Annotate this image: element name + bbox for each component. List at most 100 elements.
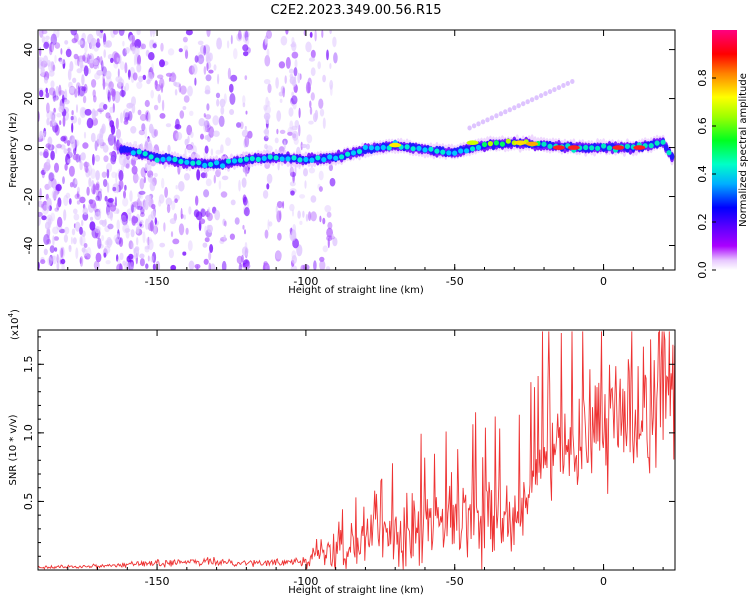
noise-speckle (125, 231, 130, 239)
ridge-core (428, 146, 434, 152)
noise-speckle (161, 177, 165, 189)
noise-speckle (132, 72, 138, 81)
noise-speckle (148, 52, 155, 61)
noise-speckle (212, 115, 219, 126)
noise-speckle (144, 163, 148, 172)
noise-speckle (147, 112, 151, 123)
noise-speckle (95, 226, 100, 234)
noise-speckle (139, 253, 145, 259)
noise-speckle (83, 65, 89, 77)
noise-speckle (242, 164, 249, 174)
noise-speckle (69, 61, 74, 72)
noise-speckle (279, 98, 283, 104)
noise-speckle (190, 131, 194, 139)
noise-speckle (56, 261, 60, 270)
noise-speckle (116, 263, 123, 270)
noise-speckle (277, 232, 282, 241)
noise-speckle (118, 237, 124, 248)
spectrogram-marks (38, 30, 675, 270)
noise-speckle (137, 109, 142, 116)
ridge-core (237, 157, 243, 163)
noise-speckle (263, 104, 268, 111)
noise-speckle (131, 165, 138, 175)
noise-speckle (182, 251, 187, 256)
noise-speckle (53, 95, 59, 101)
noise-speckle (110, 124, 116, 135)
noise-speckle (123, 108, 130, 118)
noise-speckle (79, 196, 86, 204)
noise-speckle (303, 168, 308, 177)
noise-speckle (199, 44, 206, 54)
noise-speckle (38, 211, 43, 217)
noise-speckle (50, 212, 56, 222)
noise-speckle (141, 123, 146, 132)
noise-speckle (188, 260, 195, 270)
ridge-core (595, 145, 601, 151)
ridge-core (273, 155, 279, 161)
noise-speckle (73, 53, 79, 60)
noise-speckle (79, 106, 87, 119)
noise-speckle (128, 253, 134, 260)
noise-speckle (60, 258, 66, 265)
noise-speckle (150, 198, 153, 205)
noise-speckle (264, 35, 268, 46)
noise-speckle (95, 183, 100, 191)
noise-speckle (220, 191, 228, 198)
ridge-core (196, 160, 202, 166)
noise-speckle (41, 203, 44, 209)
noise-speckle (106, 238, 113, 246)
noise-speckle (56, 112, 62, 118)
noise-speckle (313, 112, 318, 123)
noise-speckle (82, 95, 87, 104)
noise-speckle (123, 190, 126, 199)
noise-speckle (71, 228, 76, 236)
noise-speckle (293, 67, 298, 77)
noise-speckle (113, 234, 121, 242)
noise-speckle (200, 208, 206, 217)
noise-speckle (244, 207, 250, 217)
harmonic-trace (552, 87, 557, 93)
noise-speckle (220, 144, 224, 154)
ridge-core (660, 139, 666, 145)
noise-speckle (139, 200, 143, 209)
ridge-core (291, 155, 297, 161)
noise-speckle (148, 239, 154, 251)
noise-speckle (229, 233, 235, 240)
noise-speckle (56, 254, 59, 263)
noise-speckle (331, 233, 335, 239)
noise-speckle (116, 57, 121, 63)
noise-speckle (117, 258, 121, 265)
noise-speckle (86, 117, 94, 129)
spectrogram-y-tick-label: 20 (22, 92, 35, 106)
noise-speckle (278, 91, 284, 97)
noise-speckle (79, 58, 84, 69)
noise-speckle (67, 159, 72, 164)
noise-speckle (313, 260, 317, 270)
noise-speckle (292, 171, 295, 184)
noise-speckle (329, 79, 334, 90)
noise-speckle (206, 30, 211, 38)
noise-speckle (48, 172, 54, 183)
noise-speckle (314, 30, 317, 42)
snr-multiplier-base: (x104) (7, 309, 21, 340)
noise-speckle (283, 140, 286, 150)
noise-speckle (202, 242, 208, 248)
noise-speckle (43, 168, 49, 173)
ridge-core (297, 157, 303, 163)
noise-speckle (325, 266, 331, 270)
noise-speckle (147, 222, 153, 232)
noise-speckle (237, 30, 242, 40)
noise-speckle (242, 44, 249, 52)
noise-speckle (81, 74, 85, 86)
noise-speckle (46, 203, 50, 212)
noise-speckle (147, 161, 152, 172)
snr-marks (38, 330, 675, 570)
spectrogram-y-tick-label: 0 (22, 144, 35, 151)
noise-speckle (39, 30, 44, 38)
harmonic-trace (543, 91, 548, 97)
noise-speckle (213, 130, 220, 137)
noise-speckle (94, 72, 101, 80)
ridge-core (624, 143, 631, 149)
ridge-core (446, 150, 452, 156)
noise-speckle (206, 62, 209, 71)
